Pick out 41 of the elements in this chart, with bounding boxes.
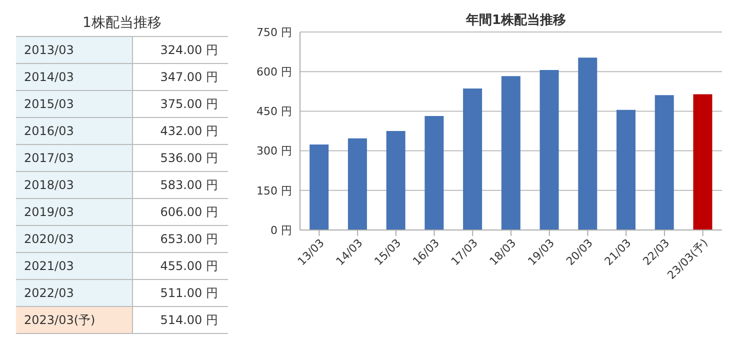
bar: [616, 110, 636, 230]
category-label: 2019/03: [16, 198, 132, 226]
text: 347.00 円: [160, 70, 218, 84]
y-tick-label: 150 円: [256, 184, 292, 198]
bar: [463, 88, 482, 230]
chart-title: 年間1株配当推移: [464, 12, 568, 29]
text: 511.00 円: [160, 286, 218, 300]
y-tick-label: 300 円: [256, 144, 292, 158]
bar: [501, 76, 520, 230]
y-tick-label: 750 円: [256, 26, 292, 39]
category-label: 2023/03(予): [16, 306, 132, 334]
y-tick-label: 600 円: [256, 66, 292, 79]
bar: [310, 144, 329, 230]
bar: [654, 95, 674, 230]
text: 375.00 円: [160, 96, 218, 110]
category-label: 2017/03: [16, 144, 132, 172]
y-tick-label: 450 円: [256, 105, 292, 118]
text: 455.00 円: [160, 258, 218, 272]
bar: [424, 116, 444, 230]
text: 536.00 円: [160, 150, 218, 164]
category-label: 2015/03: [16, 90, 132, 118]
bar: [540, 70, 559, 230]
category-label: 2013/03: [16, 36, 132, 64]
bar: [578, 58, 598, 230]
category-label: 2021/03: [16, 252, 132, 280]
bar: [386, 131, 406, 230]
text: 606.00 円: [160, 204, 218, 218]
text: 514.00 円: [160, 312, 218, 326]
bar: [348, 138, 367, 230]
y-tick-label: 0 円: [270, 224, 292, 237]
category-label: 2022/03: [16, 280, 132, 306]
bar: [693, 94, 712, 230]
category-label: 2016/03: [16, 118, 132, 144]
category-label: 2014/03: [16, 64, 132, 90]
text: 1株配当推移: [82, 14, 162, 33]
category-label: 2018/03: [16, 172, 132, 198]
text: 653.00 円: [160, 232, 218, 246]
text: 324.00 円: [160, 42, 218, 56]
category-label: 2020/03: [16, 226, 132, 252]
text: 583.00 円: [160, 178, 218, 192]
text: 432.00 円: [160, 124, 218, 138]
